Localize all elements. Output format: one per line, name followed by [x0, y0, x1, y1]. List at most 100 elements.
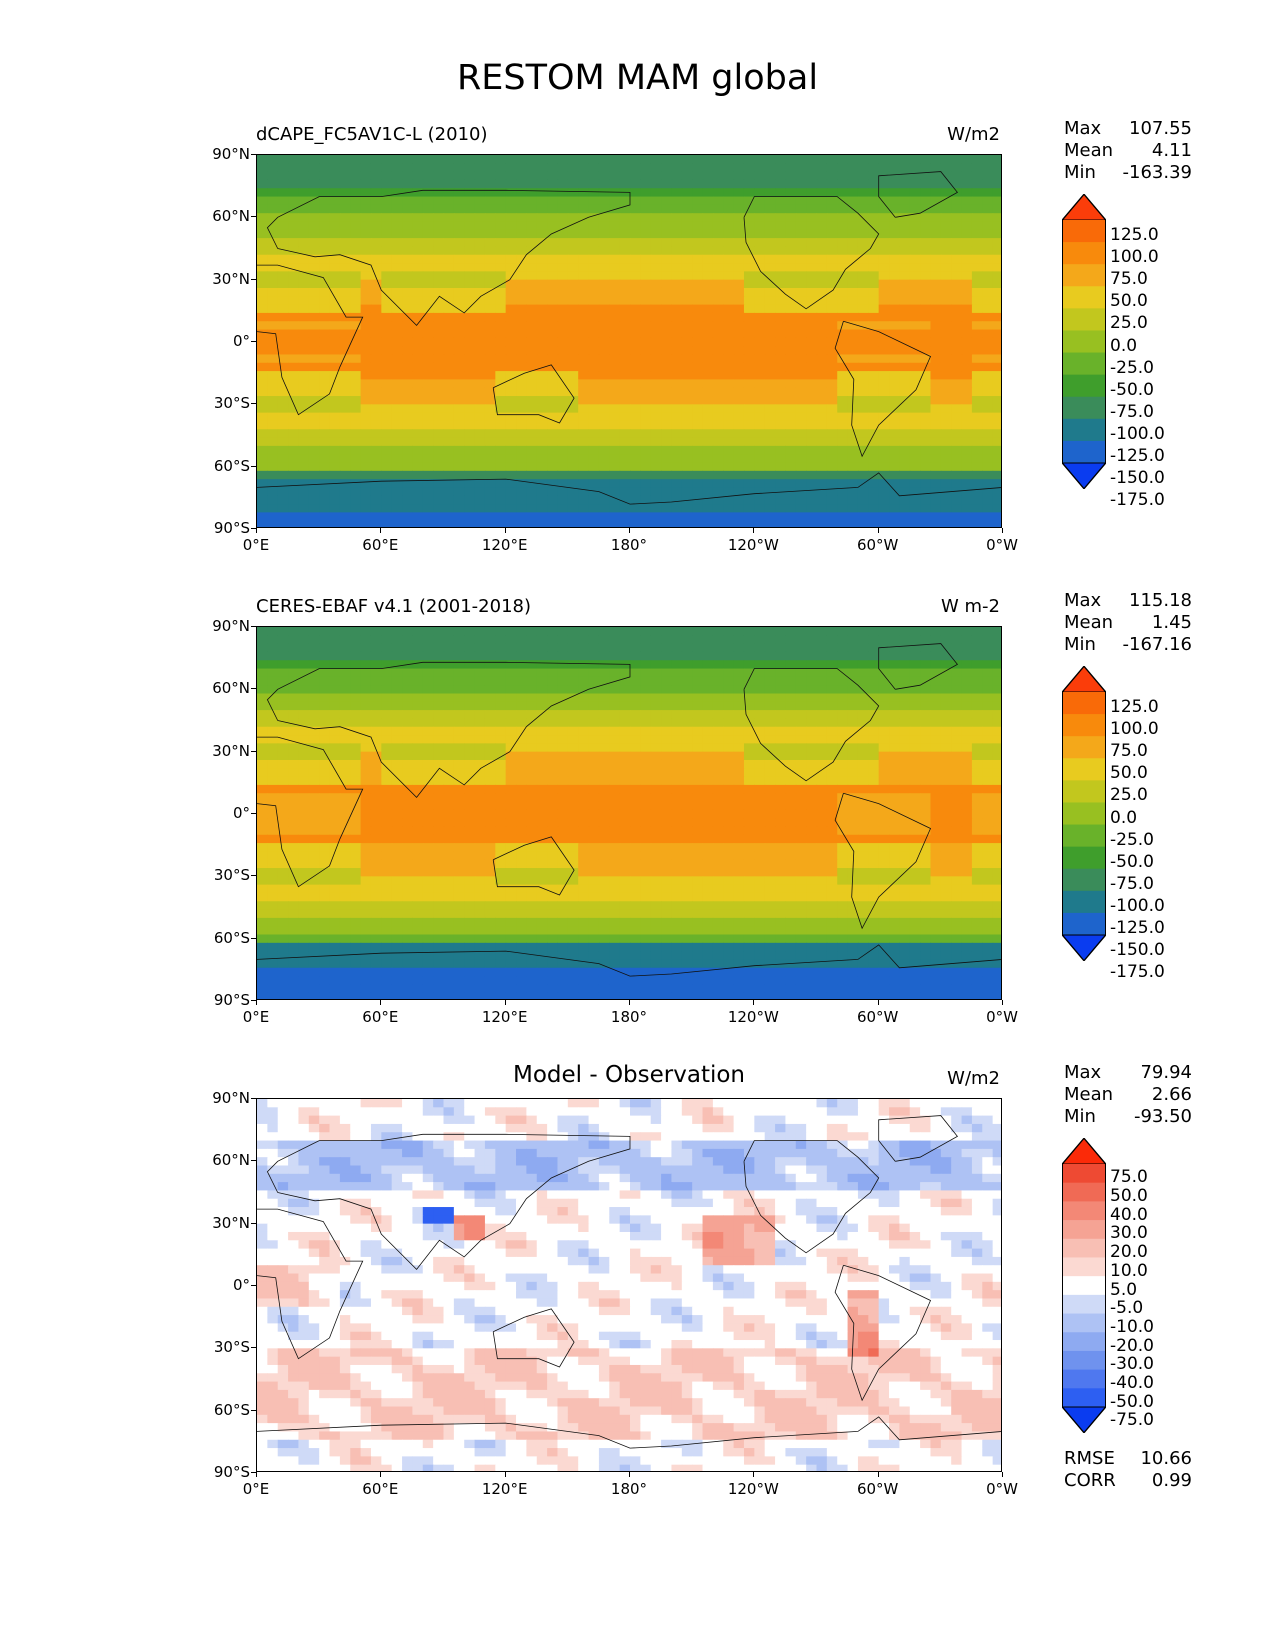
colorbar-segment: [1062, 692, 1106, 715]
lat-tick: [251, 688, 256, 690]
colorbar-segment: [1062, 824, 1106, 848]
stat-rmse: RMSE 10.66: [1064, 1448, 1192, 1469]
coastline: [878, 171, 959, 218]
colorbar-tick-label: -20.0: [1110, 1335, 1154, 1356]
colorbar-segment: [1062, 286, 1106, 309]
lat-tick-label: 60°S: [213, 456, 250, 475]
lon-tick: [380, 1000, 382, 1005]
colorbar-svg: [1060, 665, 1108, 962]
colorbar-tick-label: 100.0: [1110, 247, 1159, 268]
coastline: [266, 189, 631, 327]
colorbar-segment: [1062, 1369, 1106, 1389]
colorbar-extend-max: [1060, 665, 1108, 693]
panel-units: W/m2: [947, 1068, 1000, 1089]
colorbar: [1060, 665, 1108, 965]
coastline: [492, 364, 575, 424]
colorbar-tick-label: -175.0: [1110, 490, 1165, 511]
rmse-corr-block: RMSE 10.66 CORR 0.99: [1064, 1448, 1192, 1492]
panel-units: W/m2: [947, 124, 1000, 145]
lon-tick: [504, 528, 506, 533]
lat-tick: [251, 1472, 256, 1473]
stat-corr: CORR 0.99: [1064, 1470, 1192, 1491]
colorbar-segment: [1062, 846, 1106, 870]
lat-tick-label: 0°: [232, 1276, 250, 1294]
lat-tick-label: 30°N: [212, 741, 250, 760]
colorbar-tick-label: 25.0: [1110, 785, 1148, 806]
colorbar-tick-label: 40.0: [1110, 1204, 1148, 1225]
colorbar-segment: [1062, 352, 1106, 376]
lon-tick: [256, 1472, 257, 1477]
lat-tick-label: 90°N: [212, 145, 250, 163]
colorbar-tick-label: 100.0: [1110, 719, 1159, 740]
lon-tick-label: 120°E: [481, 1008, 528, 1026]
lat-tick: [251, 875, 256, 877]
lon-tick: [504, 1472, 506, 1477]
lat-tick: [251, 937, 256, 939]
colorbar-tick-label: -10.0: [1110, 1316, 1154, 1337]
lat-tick-label: 30°S: [213, 1338, 250, 1357]
colorbar-tick-label: 75.0: [1110, 741, 1148, 762]
lat-tick: [251, 341, 256, 342]
lon-tick: [256, 1000, 257, 1005]
colorbar-tick-label: 125.0: [1110, 697, 1159, 718]
lat-tick: [251, 1000, 256, 1001]
lon-tick-label: 180°: [610, 1480, 648, 1498]
stat-mean: Mean 1.45: [1064, 612, 1192, 633]
colorbar-segment: [1062, 1182, 1106, 1202]
lon-tick: [753, 528, 755, 533]
stat-max: Max 79.94: [1064, 1062, 1192, 1083]
colorbar-tick-label: 50.0: [1110, 763, 1148, 784]
lat-tick-label: 60°S: [213, 1400, 250, 1419]
stats-block: Max 107.55 Mean 4.11 Min -163.39: [1064, 118, 1192, 184]
colorbar-segment: [1062, 264, 1106, 287]
lat-tick-label: 0°: [232, 804, 250, 822]
lat-tick-label: 0°: [232, 332, 250, 350]
colorbar-extend-min: [1060, 934, 1108, 962]
coastline: [834, 320, 932, 458]
colorbar: [1060, 1137, 1108, 1437]
lon-tick-label: 120°W: [727, 1008, 779, 1026]
coastline: [257, 472, 1001, 505]
colorbar-segment: [1062, 1388, 1106, 1408]
colorbar-segment: [1062, 1238, 1106, 1258]
lon-tick: [629, 528, 630, 533]
colorbar-tick-label: -125.0: [1110, 445, 1165, 466]
lat-tick-label: 90°S: [213, 1463, 250, 1481]
lon-tick: [629, 1472, 630, 1477]
coastline: [743, 668, 880, 782]
panel-observation: CERES-EBAF v4.1 (2001-2018) W m-2 Max 115…: [0, 590, 1275, 1060]
stats-block: Max 115.18 Mean 1.45 Min -167.16: [1064, 590, 1192, 656]
lon-tick-label: 60°W: [856, 1480, 899, 1498]
lon-tick-label: 120°W: [727, 536, 779, 554]
coastline: [257, 736, 364, 888]
stat-min: Min -93.50: [1064, 1106, 1192, 1127]
colorbar-segment: [1062, 1313, 1106, 1333]
lon-tick: [753, 1472, 755, 1477]
lon-tick-label: 60°E: [362, 1008, 399, 1026]
colorbar-tick-label: 75.0: [1110, 269, 1148, 290]
lat-tick-label: 30°N: [212, 269, 250, 288]
colorbar-tick-label: 30.0: [1110, 1223, 1148, 1244]
colorbar-tick-label: 75.0: [1110, 1167, 1148, 1188]
colorbar-extend-max: [1060, 1137, 1108, 1165]
lon-tick: [753, 1000, 755, 1005]
colorbar-segment: [1062, 802, 1106, 826]
stat-min: Min -167.16: [1064, 634, 1192, 655]
map-model: [256, 154, 1002, 528]
colorbar-segment: [1062, 308, 1106, 331]
lat-tick: [251, 813, 256, 814]
colorbar-tick-label: -75.0: [1110, 1410, 1154, 1431]
colorbar-extend-min: [1060, 462, 1108, 490]
coastline: [878, 1115, 959, 1162]
lat-tick: [251, 1347, 256, 1349]
panel-title: Model - Observation: [512, 1062, 746, 1088]
panel-units: W m-2: [940, 596, 1000, 617]
lon-tick-label: 0°E: [242, 1008, 270, 1026]
map-observation: [256, 626, 1002, 1000]
lon-tick: [877, 528, 879, 533]
lat-tick-label: 30°N: [212, 1213, 250, 1232]
colorbar-tick-label: -25.0: [1110, 829, 1154, 850]
colorbar-tick-label: -100.0: [1110, 423, 1165, 444]
lon-tick: [1002, 1000, 1003, 1005]
coastline: [266, 1133, 631, 1271]
